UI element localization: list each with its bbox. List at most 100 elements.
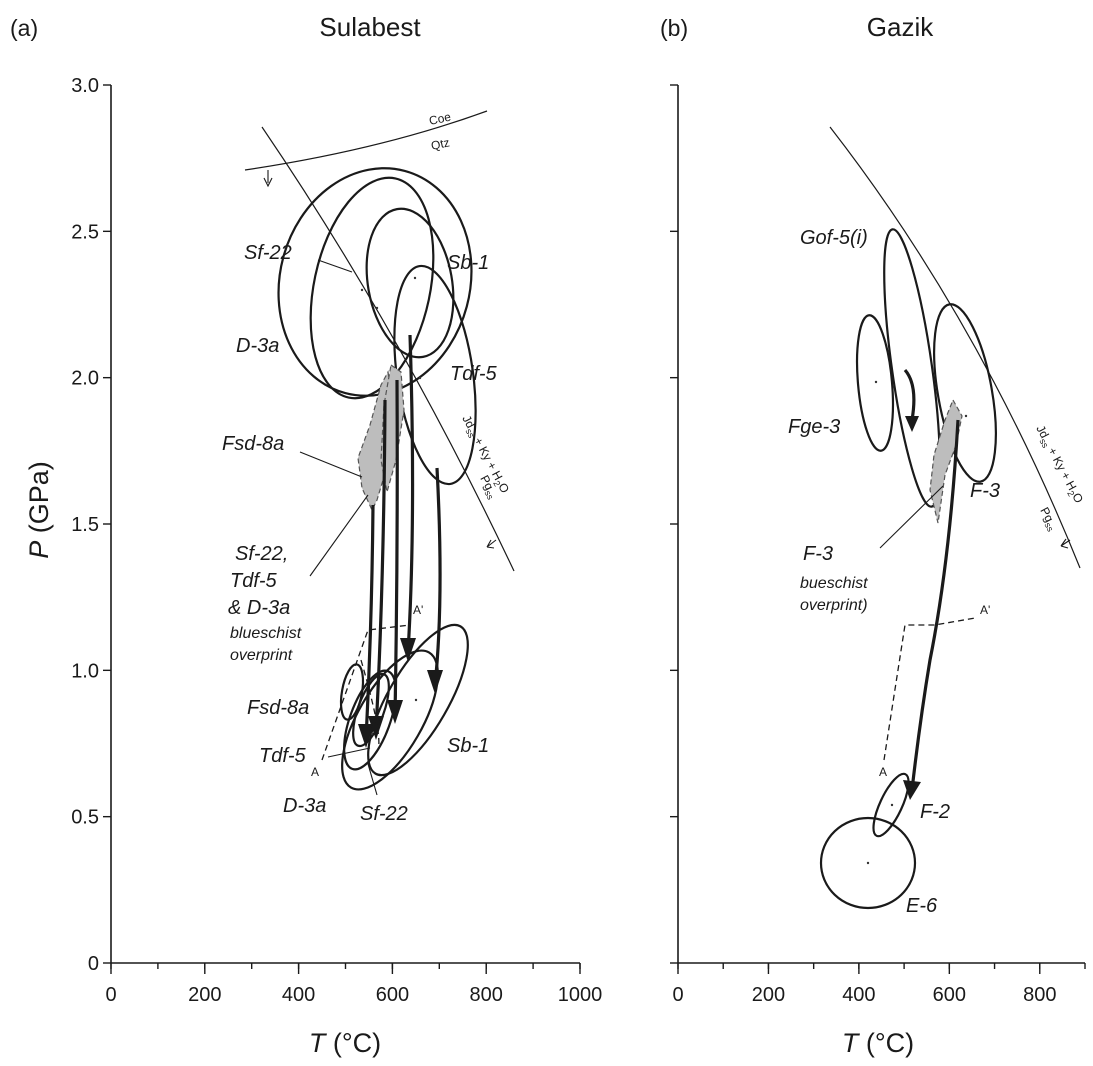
sb-1-peak-centre <box>413 276 417 280</box>
d-3a-peak-centre <box>375 306 379 310</box>
y-tick-label: 2.0 <box>71 368 99 390</box>
e-6-centre <box>866 861 870 865</box>
section-label-a-prime-panel-a: A' <box>413 603 423 617</box>
label-sb-1-upper: Sb-1 <box>447 252 489 274</box>
f-2-centre <box>890 803 894 807</box>
sb-1-peak-ellipse <box>365 207 455 359</box>
label-tdf-5-upper: Tdf-5 <box>450 363 498 385</box>
pg-label-a: Pgss <box>476 473 501 502</box>
overprint-note-line-5: overprint <box>230 647 293 664</box>
overprint-note-line-1: Sf-22, <box>235 543 288 565</box>
panel-a-ticks: 0 200 400 600 800 1000 0 0.5 1.0 1.5 2.0 2.5 3.0 <box>71 75 602 1006</box>
f-3-centre <box>964 414 968 418</box>
panel-a-label: (a) <box>10 15 38 41</box>
x-tick-label: 400 <box>282 984 315 1006</box>
label-e-6: E-6 <box>906 895 938 917</box>
retro-centre-1 <box>370 732 374 736</box>
panel-a-title: Sulabest <box>319 12 421 42</box>
section-line-a-panel-a <box>321 624 411 761</box>
retrograde-arrow-5-head <box>427 670 443 694</box>
fsd-8a-retro-ellipse <box>339 663 365 721</box>
x-tick-label: 0 <box>672 984 683 1006</box>
panel-a-retrograde-arrows <box>358 334 443 748</box>
y-tick-label: 3.0 <box>71 75 99 97</box>
d-3a-peak-ellipse <box>277 167 473 397</box>
fge-3-centre <box>874 380 878 384</box>
gof-5-i-ellipse <box>883 228 941 508</box>
y-tick-label: 0.5 <box>71 807 99 829</box>
y-tick-label: 1.5 <box>71 514 99 536</box>
retro-centre-2 <box>414 698 418 702</box>
fge-3-ellipse <box>855 314 895 452</box>
label-f-2: F-2 <box>920 801 950 823</box>
leader-f-3-note <box>879 485 944 549</box>
label-d-3a-lower: D-3a <box>283 795 326 817</box>
f-3-shaded-field <box>929 398 963 524</box>
coe-qtz-reaction-curve <box>244 110 488 171</box>
pg-breakdown-reaction-curve-a <box>261 126 515 572</box>
pg-curve-direction-arrow-b <box>1060 538 1071 549</box>
retrograde-arrow-4-head <box>400 638 416 662</box>
x-tick-label: 600 <box>933 984 966 1006</box>
leader-sf-22-upper <box>317 259 353 273</box>
y-tick-label: 1.0 <box>71 660 99 682</box>
label-d-3a-upper: D-3a <box>236 335 279 357</box>
sf-22-retro-ellipse <box>341 649 439 791</box>
fge-3-prograde-arrow-head <box>905 416 919 432</box>
leader-sf-22-lower <box>367 763 378 796</box>
leader-fsd-8a-upper <box>299 451 363 478</box>
f-3-peak-ellipse <box>933 303 997 483</box>
x-tick-label: 200 <box>752 984 785 1006</box>
x-tick-label: 1000 <box>558 984 603 1006</box>
x-tick-label: 800 <box>1023 984 1056 1006</box>
x-tick-label: 0 <box>105 984 116 1006</box>
sf-22-peak-centre <box>360 288 364 292</box>
y-tick-label: 0 <box>88 953 99 975</box>
f-3-retrograde-arrow <box>910 419 960 791</box>
retrograde-arrow-3-head <box>387 700 403 724</box>
retrograde-arrow-4 <box>406 334 415 653</box>
overprint-note-line-2: Tdf-5 <box>230 570 278 592</box>
pg-label-b: Pgss <box>1036 505 1061 534</box>
sf-22-peak-ellipse <box>309 176 435 400</box>
section-label-a-prime-panel-b: A' <box>980 603 990 617</box>
tdf-5-peak-centre <box>418 376 422 380</box>
leader-tdf-5-lower <box>327 747 371 758</box>
sb-1-retro-ellipse <box>367 623 469 777</box>
leader-overprint-note <box>309 494 369 577</box>
panel-b: (b) Gazik 0 200 400 600 800 T (°C) Jdss + Ky… <box>660 12 1086 1058</box>
x-tick-label: 400 <box>842 984 875 1006</box>
jd-ky-h2o-label-b: Jdss + Ky + H2O <box>1032 423 1087 507</box>
overprint-note-line-4: blueschist <box>230 625 302 642</box>
panel-a-retro-ellipses <box>339 623 469 791</box>
section-line-a-panel-b <box>883 617 976 761</box>
pg-breakdown-reaction-curve-b <box>829 126 1081 569</box>
overprint-note-b-line-1: F-3 <box>803 543 833 565</box>
retrograde-arrow-3 <box>393 379 399 716</box>
label-gof-5-i: Gof-5(i) <box>800 227 868 249</box>
section-label-a-panel-a: A <box>311 765 319 779</box>
panel-b-ticks: 0 200 400 600 800 <box>670 84 1086 1006</box>
panel-a-y-axis-title: P (GPa) <box>24 461 54 559</box>
label-tdf-5-lower: Tdf-5 <box>259 745 307 767</box>
qtz-label: Qtz <box>430 135 451 153</box>
x-tick-label: 200 <box>188 984 221 1006</box>
pg-curve-direction-arrow-a <box>486 539 497 549</box>
panel-b-title: Gazik <box>867 12 934 42</box>
overprint-note-b-line-3: overprint) <box>800 597 868 614</box>
label-fsd-8a-upper: Fsd-8a <box>222 433 284 455</box>
overprint-note-line-3: & D-3a <box>228 597 290 619</box>
label-sf-22-upper: Sf-22 <box>244 242 292 264</box>
panel-b-x-axis-title: T (°C) <box>842 1028 914 1058</box>
overprint-note-b-line-2: bueschist <box>800 575 868 592</box>
retrograde-arrow-2 <box>374 399 387 731</box>
section-label-a-panel-b: A <box>879 765 887 779</box>
label-f-3-upper: F-3 <box>970 480 1000 502</box>
coe-label: Coe <box>428 110 453 128</box>
f-2-ellipse <box>872 772 910 838</box>
x-tick-label: 600 <box>376 984 409 1006</box>
y-tick-label: 2.5 <box>71 221 99 243</box>
label-fsd-8a-lower: Fsd-8a <box>247 697 309 719</box>
retrograde-arrow-1-head <box>358 724 374 748</box>
